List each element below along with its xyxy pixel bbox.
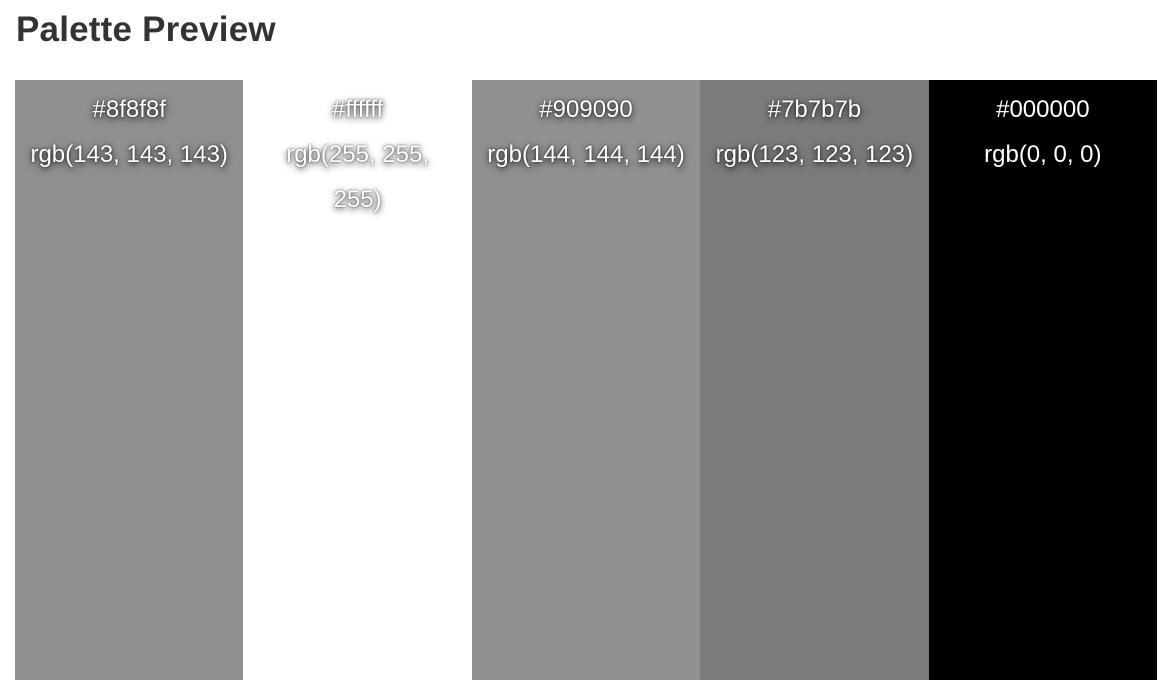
palette-strip: #8f8f8f rgb(143, 143, 143) #ffffff rgb(2… [15, 80, 1158, 680]
page-title: Palette Preview [16, 10, 276, 49]
swatch-5[interactable]: #000000 rgb(0, 0, 0) [928, 80, 1158, 680]
swatch-hex: #8f8f8f [92, 96, 166, 123]
swatch-hex: #909090 [539, 96, 633, 123]
swatch-hex: #7b7b7b [767, 96, 862, 123]
swatch-4[interactable]: #7b7b7b rgb(123, 123, 123) [700, 80, 929, 680]
swatch-2[interactable]: #ffffff rgb(255, 255, 255) [243, 80, 472, 680]
swatch-rgb: rgb(0, 0, 0) [984, 141, 1102, 168]
swatch-rgb: rgb(255, 255, 255) [286, 141, 429, 213]
swatch-hex: #ffffff [332, 96, 384, 123]
swatch-rgb: rgb(123, 123, 123) [715, 141, 914, 168]
swatch-rgb: rgb(144, 144, 144) [487, 141, 685, 168]
swatch-rgb: rgb(143, 143, 143) [30, 141, 228, 168]
swatch-hex: #000000 [996, 96, 1090, 123]
swatch-1[interactable]: #8f8f8f rgb(143, 143, 143) [15, 80, 244, 680]
swatch-3[interactable]: #909090 rgb(144, 144, 144) [471, 80, 701, 680]
